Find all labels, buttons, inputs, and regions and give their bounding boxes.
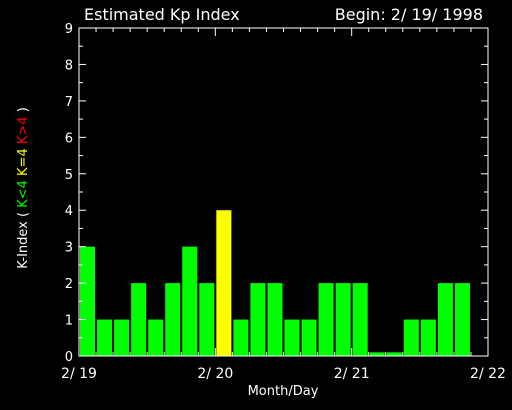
chart-subtitle: Begin: 2/ 19/ 1998 <box>335 5 483 24</box>
kp-bar <box>318 283 334 356</box>
kp-bar <box>131 283 147 356</box>
x-tick-label: 2/ 21 <box>334 366 370 382</box>
kp-bar <box>233 319 249 356</box>
y-tick-label: 2 <box>65 277 73 292</box>
y-axis-label: K-Index ( K<4 K=4 K>4 ) <box>16 107 31 269</box>
kp-bar <box>80 246 96 356</box>
kp-bar <box>420 319 436 356</box>
y-tick-label: 7 <box>65 95 73 110</box>
kp-bar <box>352 283 368 356</box>
kp-bar <box>250 283 266 356</box>
y-axis-label-part: K-Index ( <box>16 208 31 269</box>
y-tick-label: 3 <box>65 241 73 256</box>
kp-bar <box>454 283 470 356</box>
kp-bar <box>335 283 351 356</box>
kp-bar <box>216 210 232 356</box>
kp-bar <box>114 319 130 356</box>
axes-group: 0 1 2 3 4 5 6 7 8 9 2/ 19 2/ 20 2/ 21 2/ 22 <box>61 22 506 382</box>
bars-group <box>80 210 470 356</box>
chart-title: Estimated Kp Index <box>84 5 240 24</box>
y-axis-label-part: K>4 <box>16 116 31 148</box>
kp-bar <box>148 319 164 356</box>
kp-bar <box>267 283 283 356</box>
kp-bar <box>369 352 385 356</box>
kp-bar <box>199 283 215 356</box>
y-axis-label-part: K<4 <box>16 180 31 208</box>
kp-bar <box>301 319 317 356</box>
y-tick-label: 4 <box>65 204 73 219</box>
kp-bar <box>437 283 453 356</box>
kp-bar <box>165 283 181 356</box>
y-tick-label: 5 <box>65 168 73 183</box>
x-tick-label: 2/ 20 <box>197 366 233 382</box>
x-axis-label: Month/Day <box>248 384 319 399</box>
y-tick-label: 0 <box>65 350 73 365</box>
x-tick-label: 2/ 19 <box>61 366 97 382</box>
y-axis-label-part: K=4 <box>16 148 31 180</box>
y-tick-label: 8 <box>65 58 73 73</box>
x-tick-label: 2/ 22 <box>470 366 506 382</box>
kp-bar <box>182 246 198 356</box>
y-tick-label: 1 <box>65 314 73 329</box>
kp-bar <box>284 319 300 356</box>
y-tick-label: 6 <box>65 131 73 146</box>
y-tick-label: 9 <box>65 22 73 37</box>
kp-bar <box>97 319 113 356</box>
kp-bar <box>386 352 402 356</box>
kp-bar <box>403 319 419 356</box>
y-axis-label-part: ) <box>16 107 31 116</box>
